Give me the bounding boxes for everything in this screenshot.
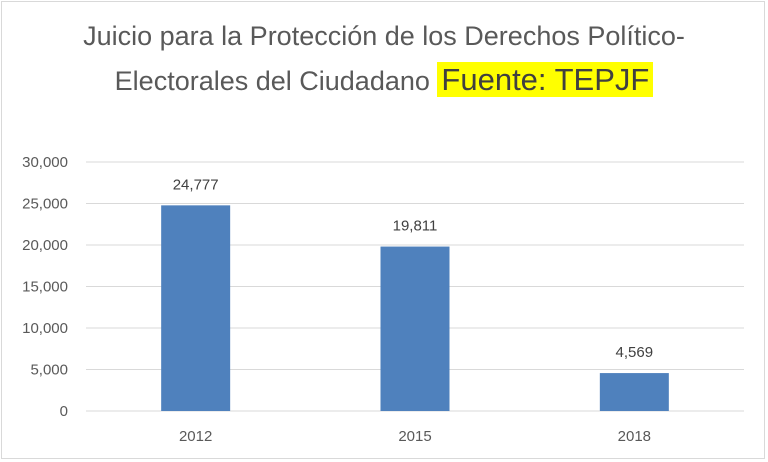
chart-title: Juicio para la Protección de los Derecho…: [0, 14, 768, 103]
data-labels: 24,777 19,811 4,569: [173, 176, 653, 361]
bar-2018: [599, 373, 669, 411]
data-label-2012: 24,777: [173, 176, 219, 193]
x-tick-label-2015: 2015: [398, 428, 431, 445]
y-tick-label: 30,000: [22, 154, 68, 171]
chart-title-line1: Juicio para la Protección de los Derecho…: [83, 21, 685, 51]
y-tick-label: 10,000: [22, 320, 68, 337]
bars: [161, 205, 669, 411]
y-tick-label: 0: [60, 403, 68, 420]
y-tick-label: 20,000: [22, 237, 68, 254]
bar-2012: [161, 205, 231, 411]
chart-title-line2: Electorales del Ciudadano Fuente: TEPJF: [0, 58, 768, 103]
x-tick-label-2012: 2012: [179, 428, 212, 445]
x-tick-label-2018: 2018: [618, 428, 651, 445]
bar-2015: [380, 246, 450, 411]
y-tick-label: 25,000: [22, 196, 68, 213]
data-label-2018: 4,569: [616, 344, 654, 361]
x-axis-ticks: 2012 2015 2018: [179, 428, 651, 445]
y-axis-ticks: 0 5,000 10,000 15,000 20,000 25,000 30,000: [22, 154, 68, 420]
source-highlight: Fuente: TEPJF: [437, 62, 654, 97]
y-tick-label: 5,000: [30, 362, 68, 379]
y-tick-label: 15,000: [22, 279, 68, 296]
data-label-2015: 19,811: [393, 218, 438, 235]
chart-title-line2-text: Electorales del Ciudadano: [114, 66, 430, 96]
